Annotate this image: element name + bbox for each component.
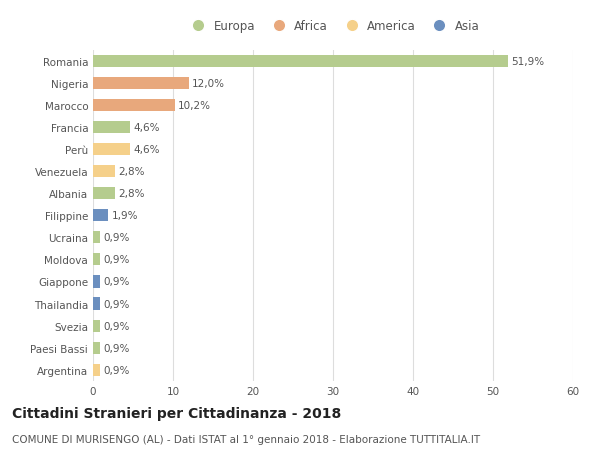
Text: 4,6%: 4,6% (133, 123, 160, 133)
Text: 4,6%: 4,6% (133, 145, 160, 155)
Text: 0,9%: 0,9% (103, 343, 130, 353)
Text: COMUNE DI MURISENGO (AL) - Dati ISTAT al 1° gennaio 2018 - Elaborazione TUTTITAL: COMUNE DI MURISENGO (AL) - Dati ISTAT al… (12, 434, 480, 444)
Bar (93, 276, 100, 288)
Text: 1,9%: 1,9% (112, 211, 138, 221)
Text: 0,9%: 0,9% (103, 299, 130, 309)
Text: 10,2%: 10,2% (178, 101, 211, 111)
Bar (93, 78, 189, 90)
Bar (93, 232, 100, 244)
Bar (93, 364, 100, 376)
Bar (93, 210, 108, 222)
Bar (93, 188, 115, 200)
Text: 2,8%: 2,8% (119, 189, 145, 199)
Text: 0,9%: 0,9% (103, 321, 130, 331)
Bar (93, 342, 100, 354)
Bar (93, 122, 130, 134)
Legend: Europa, Africa, America, Asia: Europa, Africa, America, Asia (182, 16, 484, 38)
Text: 0,9%: 0,9% (103, 255, 130, 265)
Text: 0,9%: 0,9% (103, 233, 130, 243)
Text: 12,0%: 12,0% (192, 78, 225, 89)
Bar (93, 320, 100, 332)
Bar (93, 166, 115, 178)
Text: 0,9%: 0,9% (103, 277, 130, 287)
Bar (93, 100, 175, 112)
Text: 0,9%: 0,9% (103, 365, 130, 375)
Text: Cittadini Stranieri per Cittadinanza - 2018: Cittadini Stranieri per Cittadinanza - 2… (12, 406, 341, 420)
Bar (93, 298, 100, 310)
Text: 2,8%: 2,8% (119, 167, 145, 177)
Bar (93, 144, 130, 156)
Text: 51,9%: 51,9% (511, 56, 545, 67)
Bar (93, 56, 508, 67)
Bar (93, 254, 100, 266)
